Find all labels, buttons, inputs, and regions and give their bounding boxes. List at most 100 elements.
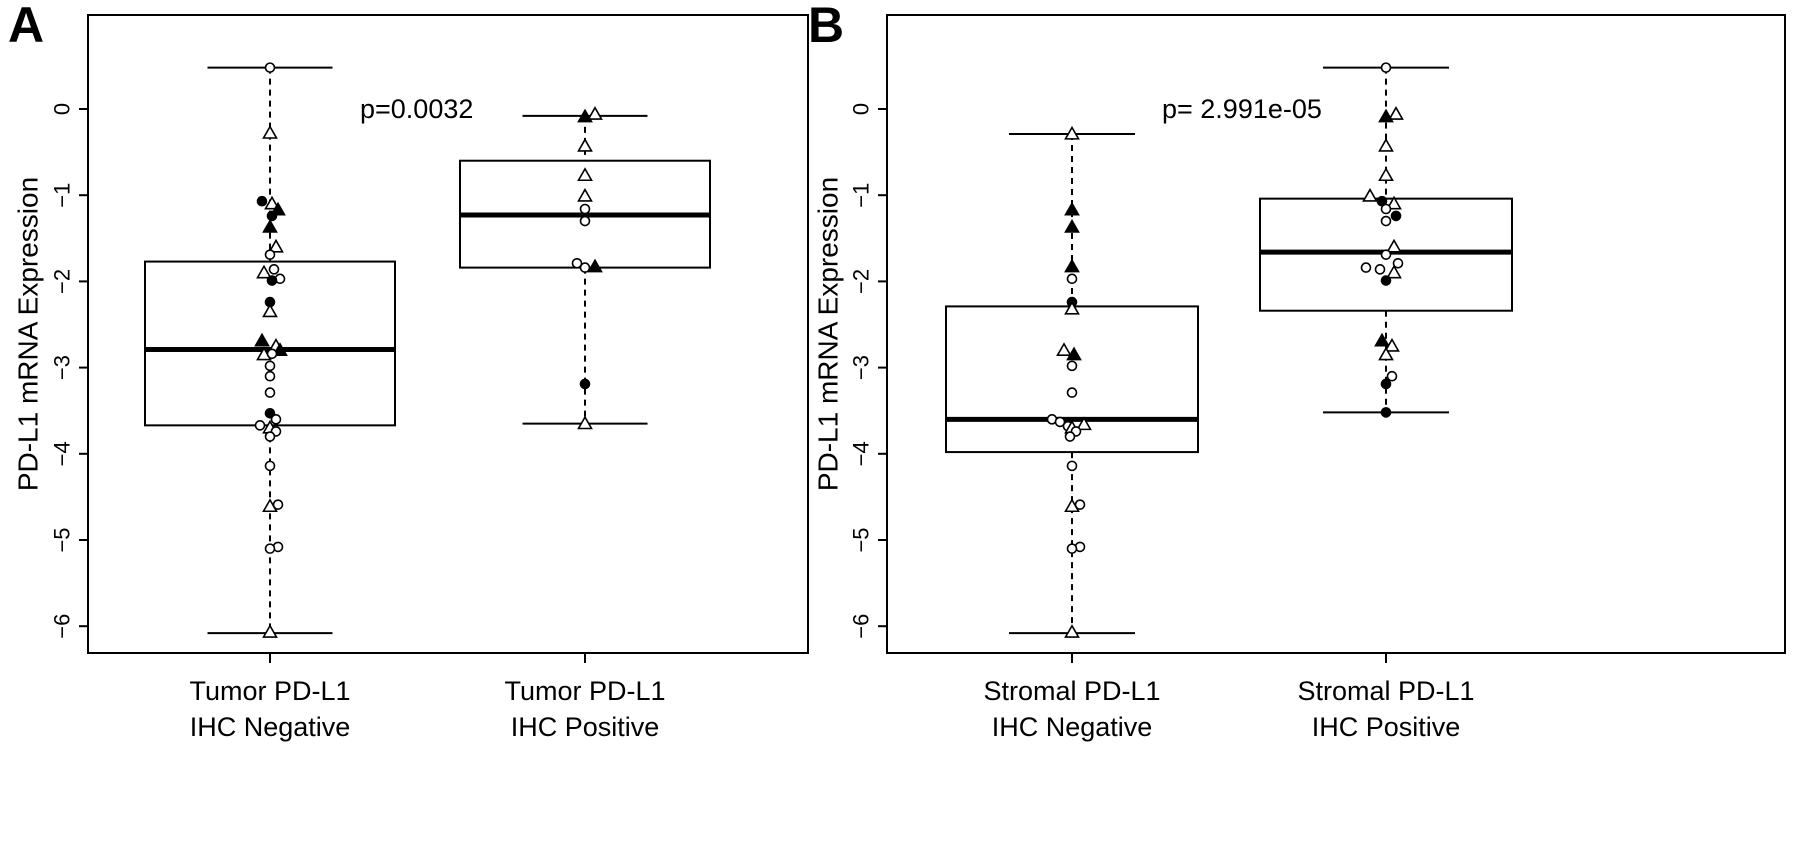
data-point-open-triangle: [577, 137, 593, 152]
data-point-filled-circle: [256, 195, 268, 207]
data-point-open-triangle: [1378, 346, 1394, 361]
y-tick-label: −3: [849, 355, 874, 380]
data-point-filled-triangle: [1374, 332, 1390, 347]
data-point-filled-triangle: [262, 218, 278, 233]
y-tick-label: −5: [50, 527, 75, 552]
y-tick-label: −2: [849, 269, 874, 294]
panel-a: A PD-L1 mRNA Expression 0 −1 −2 −3 −4 −5 −6 Tumor…: [8, 0, 809, 742]
x-category-label-line1: Stromal PD-L1: [983, 676, 1160, 706]
data-point-open-triangle: [1386, 238, 1402, 253]
data-point-open-circle: [254, 420, 266, 431]
y-tick-label: −4: [50, 441, 75, 466]
data-point-open-circle: [1066, 360, 1078, 372]
data-point-open-triangle: [262, 125, 278, 139]
data-point-open-triangle: [1378, 167, 1394, 182]
data-point-open-triangle: [587, 106, 603, 120]
x-category-label-line2: IHC Positive: [1312, 712, 1461, 742]
y-tick-label: −6: [849, 614, 874, 639]
data-point-open-triangle: [262, 303, 278, 318]
data-point-filled-circle: [1380, 407, 1392, 418]
data-point-open-circle: [264, 460, 276, 472]
data-point-filled-triangle: [254, 332, 270, 347]
data-point-open-circle: [1380, 62, 1392, 73]
data-point-open-triangle: [268, 238, 284, 253]
data-point-open-circle: [270, 414, 282, 425]
data-point-open-circle: [1064, 431, 1076, 442]
p-value-annotation: p= 2.991e-05: [1162, 94, 1322, 124]
data-point-open-triangle: [262, 624, 278, 638]
y-tick-label: −1: [849, 183, 874, 208]
points-group-2: [571, 106, 603, 430]
x-category-label-line1: Stromal PD-L1: [1297, 676, 1474, 706]
data-point-filled-triangle: [1064, 218, 1080, 233]
data-point-open-triangle: [1064, 624, 1080, 638]
y-tick-label: −5: [849, 527, 874, 552]
data-point-filled-triangle: [1378, 108, 1394, 123]
data-point-open-circle: [1066, 273, 1078, 285]
y-axis-title: PD-L1 mRNA Expression: [13, 177, 44, 491]
data-point-filled-triangle: [1066, 346, 1082, 361]
y-tick-label: 0: [849, 103, 874, 115]
data-point-open-circle: [579, 262, 591, 273]
plot-frame: [886, 14, 1786, 654]
data-point-open-triangle: [577, 167, 593, 182]
data-point-open-circle: [571, 257, 583, 269]
data-point-open-circle: [1066, 543, 1078, 554]
data-point-open-triangle: [1386, 195, 1402, 210]
data-point-open-circle: [1054, 416, 1066, 428]
points-group-1: [254, 62, 288, 638]
data-point-open-triangle: [262, 498, 278, 513]
data-point-open-circle: [268, 264, 280, 275]
data-point-open-circle: [1360, 262, 1372, 273]
y-tick-label: −6: [50, 614, 75, 639]
data-point-open-circle: [264, 249, 276, 260]
data-point-open-circle: [1066, 460, 1078, 472]
data-point-open-triangle: [1384, 337, 1400, 352]
data-point-filled-circle: [1390, 210, 1402, 222]
data-point-open-circle: [1380, 203, 1392, 215]
p-value-annotation: p=0.0032: [360, 94, 473, 124]
panels: A PD-L1 mRNA Expression 0 −1 −2 −3 −4 −5 −6 Tumor…: [8, 0, 1786, 742]
x-category-label-line1: Tumor PD-L1: [504, 676, 665, 706]
data-point-filled-triangle: [587, 258, 603, 273]
panel-b: B PD-L1 mRNA Expression 0 −1 −2 −3 −4 −5 −6 Strom…: [808, 0, 1786, 742]
data-point-open-circle: [1066, 387, 1078, 398]
data-point-filled-circle: [1380, 275, 1392, 286]
data-point-open-triangle: [1378, 137, 1394, 152]
y-axis-title: PD-L1 mRNA Expression: [813, 177, 844, 491]
data-point-open-triangle: [1064, 125, 1080, 140]
x-category-label-line2: IHC Positive: [511, 712, 660, 742]
data-point-open-triangle: [1386, 264, 1402, 279]
data-point-open-triangle: [1064, 300, 1080, 315]
data-point-filled-circle: [579, 378, 591, 390]
data-point-open-circle: [264, 360, 276, 372]
data-point-open-circle: [579, 203, 591, 215]
x-category-label-line2: IHC Negative: [190, 712, 351, 742]
data-point-open-circle: [264, 62, 276, 73]
data-point-open-triangle: [1362, 187, 1378, 202]
data-point-filled-circle: [264, 407, 276, 419]
y-tick-label: −4: [849, 441, 874, 466]
panel-letter: B: [808, 0, 844, 53]
data-point-open-triangle: [577, 187, 593, 202]
x-category-label-line2: IHC Negative: [992, 712, 1153, 742]
data-point-open-circle: [1374, 264, 1386, 275]
data-point-open-triangle: [1388, 106, 1404, 120]
y-tick-label: 0: [50, 103, 75, 115]
x-category-label-line1: Tumor PD-L1: [189, 676, 350, 706]
data-point-filled-circle: [1380, 378, 1392, 390]
data-point-open-triangle: [256, 264, 272, 279]
data-point-filled-triangle: [577, 108, 593, 123]
data-point-open-circle: [264, 387, 276, 398]
data-point-open-circle: [264, 543, 276, 554]
data-point-open-circle: [1380, 215, 1392, 227]
y-tick-label: −1: [50, 183, 75, 208]
data-point-filled-triangle: [1064, 258, 1080, 273]
panel-letter: A: [8, 0, 44, 53]
data-point-open-circle: [264, 431, 276, 442]
y-tick-label: −2: [50, 269, 75, 294]
data-point-filled-circle: [266, 210, 278, 222]
data-point-filled-circle: [266, 275, 278, 286]
data-point-open-triangle: [1064, 498, 1080, 513]
